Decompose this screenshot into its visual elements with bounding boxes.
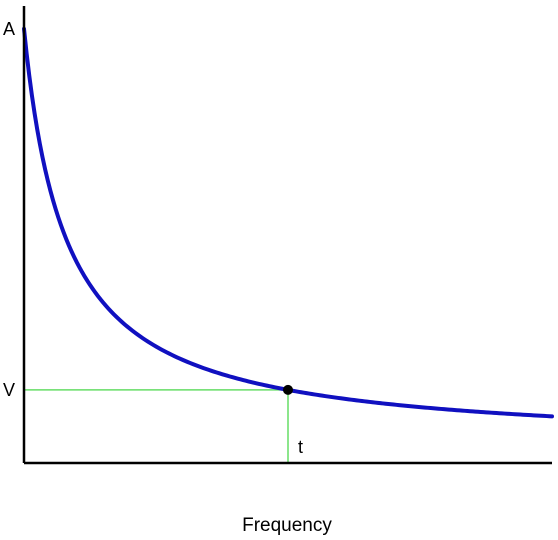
y-tick-label: A [3, 19, 15, 39]
y-tick-label: V [3, 380, 15, 400]
y-tick-labels: AV [3, 19, 15, 400]
guide-lines [24, 389, 289, 463]
data-point-marker [283, 384, 293, 395]
series-line [22, 26, 554, 419]
x-axis-label: Frequency [242, 515, 332, 536]
point-annotation: t [298, 437, 303, 457]
